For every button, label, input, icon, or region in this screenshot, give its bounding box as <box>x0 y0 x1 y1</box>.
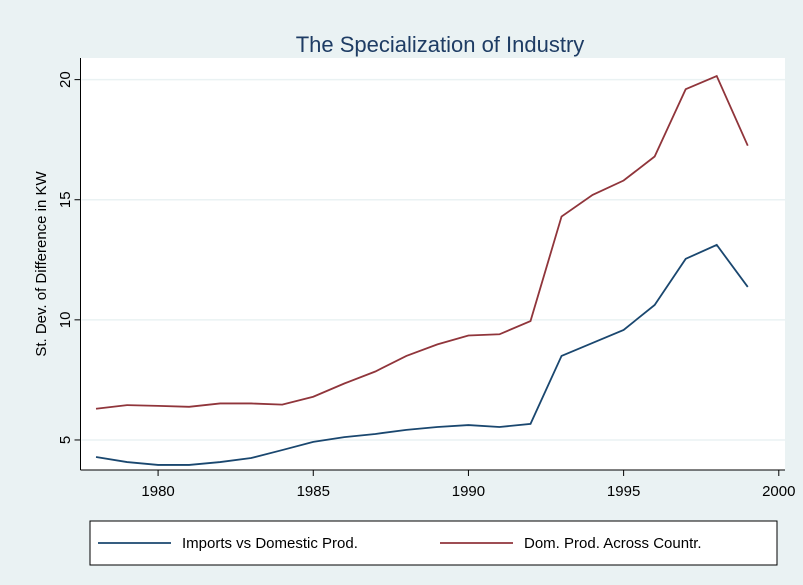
legend-label: Dom. Prod. Across Countr. <box>524 535 702 552</box>
x-tick-label: 1985 <box>297 483 330 500</box>
x-tick-label: 2000 <box>762 483 795 500</box>
plot-area <box>80 58 785 470</box>
y-axis-label: St. Dev. of Difference in KW <box>33 170 50 356</box>
legend-label: Imports vs Domestic Prod. <box>182 535 358 552</box>
line-series <box>95 243 749 466</box>
y-tick-label: 20 <box>57 71 74 88</box>
line-series <box>95 74 749 410</box>
x-tick-label: 1995 <box>607 483 640 500</box>
chart-title: The Specialization of Industry <box>296 32 585 57</box>
x-tick-label: 1990 <box>452 483 485 500</box>
x-tick-label: 1980 <box>141 483 174 500</box>
y-tick-label: 15 <box>57 191 74 208</box>
y-tick-label: 10 <box>57 312 74 329</box>
legend <box>89 520 778 566</box>
y-tick-label: 5 <box>57 436 74 444</box>
